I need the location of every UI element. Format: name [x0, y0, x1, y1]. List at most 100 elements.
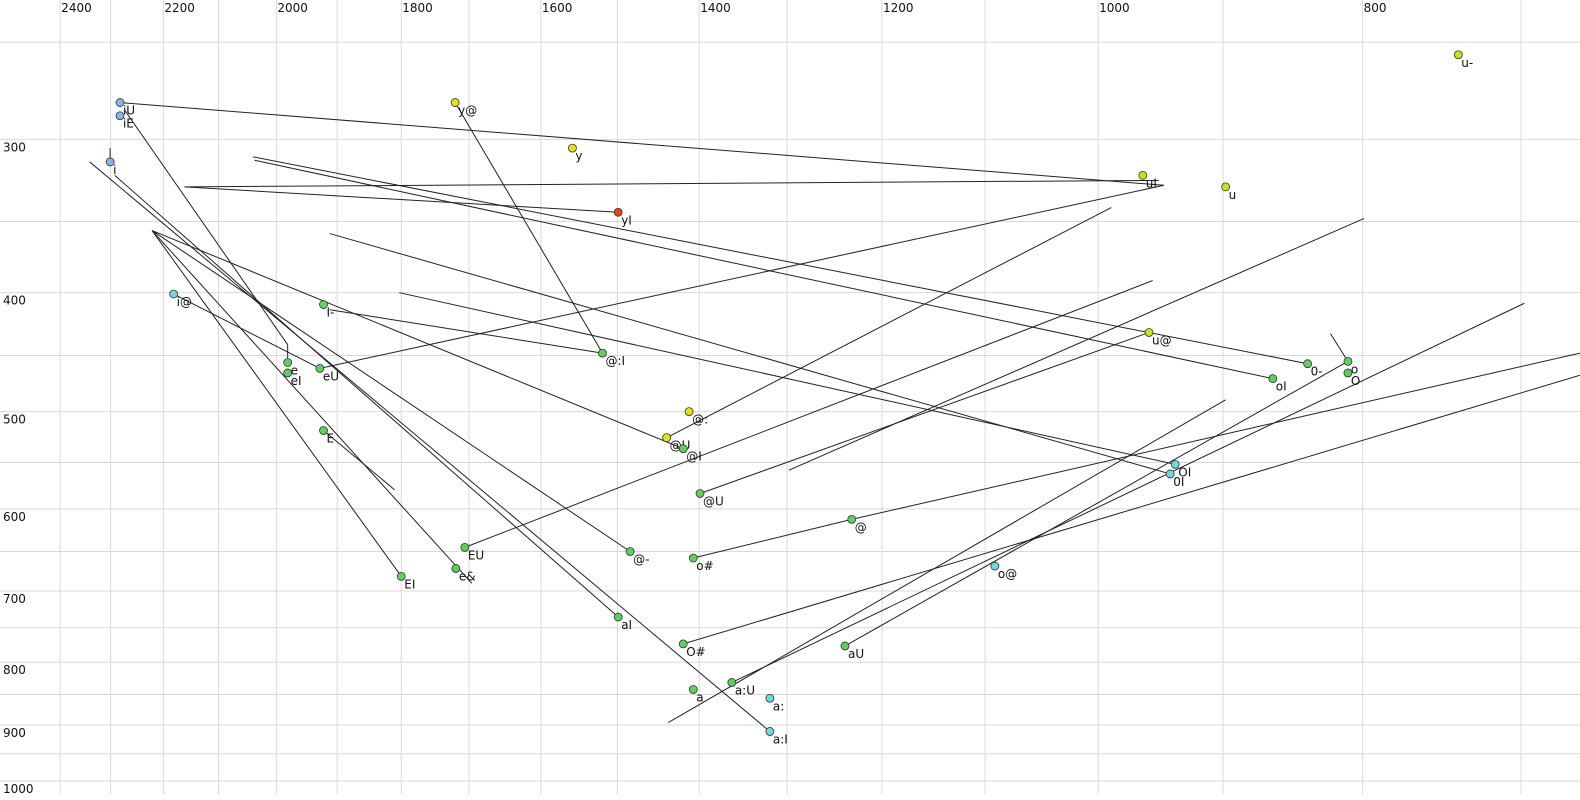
vowel-label: o#: [696, 559, 713, 573]
trajectory: [114, 175, 619, 618]
vowel-label: e&: [459, 569, 476, 583]
y-tick-label: 700: [3, 592, 26, 606]
trajectory: [693, 518, 852, 559]
vowel-point: [1170, 459, 1180, 469]
vowel-label: 0I: [1173, 475, 1184, 489]
vowel-label: u@: [1152, 333, 1172, 347]
vowel-point: [1343, 368, 1353, 378]
tick-labels: 2400 2200 2000 1800 1600 1400 1200 1000 800 300 40…: [3, 1, 1387, 796]
vowel-point: [684, 407, 694, 417]
vowel-label: O#: [686, 645, 706, 659]
vowel-label: i: [113, 163, 116, 177]
vowel-point: [1453, 50, 1463, 60]
vowel-point: [1343, 356, 1353, 366]
trajectory: [323, 430, 396, 491]
trajectory: [151, 230, 473, 584]
vowel-label: u: [1229, 188, 1237, 202]
vowel-point: [450, 98, 460, 107]
vowel-label: @: [855, 520, 867, 534]
vowel-point: [613, 612, 623, 622]
vowel-label: yI: [621, 213, 632, 227]
vowel-point: [765, 693, 775, 703]
vowel-label: eU: [323, 369, 339, 383]
vowel-label: eI: [291, 374, 302, 388]
vowel-point: [840, 641, 850, 651]
vowel-label: a:I: [773, 732, 788, 746]
vowel-point: [688, 553, 698, 563]
vowel-point: [169, 289, 179, 299]
trajectory: [666, 207, 1112, 439]
trajectory: [89, 161, 771, 732]
vowel-label: a:: [773, 699, 784, 713]
trajectory: [252, 156, 1308, 365]
vowel-point: [613, 207, 623, 217]
vowel-point: [765, 727, 775, 736]
vowel-label: I-: [327, 306, 335, 320]
vowel-point: [678, 444, 688, 454]
vowel-point: [688, 685, 698, 694]
x-tick-label: 800: [1364, 1, 1387, 15]
y-tick-label: 900: [3, 726, 26, 740]
trajectory: [173, 293, 321, 369]
trajectory: [124, 109, 289, 345]
vowel-point: [1138, 170, 1148, 180]
vowel-label: oI: [1276, 380, 1287, 394]
vowel-point: [105, 157, 115, 167]
vowel-point: [315, 363, 325, 373]
trajectory: [788, 217, 1365, 471]
y-tick-label: 300: [3, 140, 26, 154]
vowel-point: [451, 564, 461, 573]
vowel-label: a: [696, 690, 703, 704]
vowel-label: iU: [123, 104, 135, 118]
vowel-label: uI: [1146, 176, 1157, 190]
trajectory: [151, 230, 631, 552]
trajectory: [329, 309, 603, 354]
trajectory: [844, 360, 1349, 647]
trajectory: [699, 332, 1150, 494]
trajectory: [184, 186, 619, 213]
vowel-label: u-: [1461, 56, 1473, 70]
vowel-point: [990, 561, 1000, 571]
vowel-label: OI: [1178, 465, 1191, 479]
x-tick-label: 1000: [1099, 1, 1130, 15]
vowel-label: e: [291, 364, 298, 378]
trajectory: [329, 233, 1171, 475]
trajectory: [319, 184, 1165, 369]
vowel-label: aI: [621, 618, 632, 632]
vowel-point: [1144, 328, 1154, 337]
vowel-point: [115, 98, 125, 107]
vowel-label: iE: [123, 117, 134, 131]
y-tick-label: 1000: [3, 782, 34, 796]
y-tick-label: 500: [3, 413, 26, 427]
vowel-label: o@: [998, 567, 1017, 581]
trajectory: [151, 230, 684, 450]
vowel-point: [678, 639, 688, 649]
vowel-label: @:: [692, 413, 708, 427]
vowel-label: O: [1351, 374, 1360, 388]
trajectory: [399, 292, 1176, 465]
vowel-point: [319, 426, 328, 435]
vowel-label: @U: [703, 495, 724, 509]
x-tick-label: 2000: [277, 1, 308, 15]
vowel-point: [625, 547, 635, 556]
x-tick-label: 1800: [402, 1, 433, 15]
vowel-point: [847, 514, 857, 524]
vowel-label: o: [1351, 362, 1358, 376]
vowel-point: [1303, 359, 1313, 369]
vowel-point: [319, 300, 328, 309]
vowel-label: @I: [686, 450, 702, 464]
vowel-point: [727, 678, 737, 687]
y-tick-label: 400: [3, 294, 26, 308]
vowel-label: @:I: [605, 354, 625, 368]
trajectory: [119, 102, 1164, 186]
vowel-point: [283, 368, 293, 378]
trajectory: [184, 179, 1159, 188]
vowel-point: [115, 111, 125, 121]
vowel-label: EI: [404, 577, 415, 591]
vowel-label: 0-: [1311, 365, 1323, 379]
